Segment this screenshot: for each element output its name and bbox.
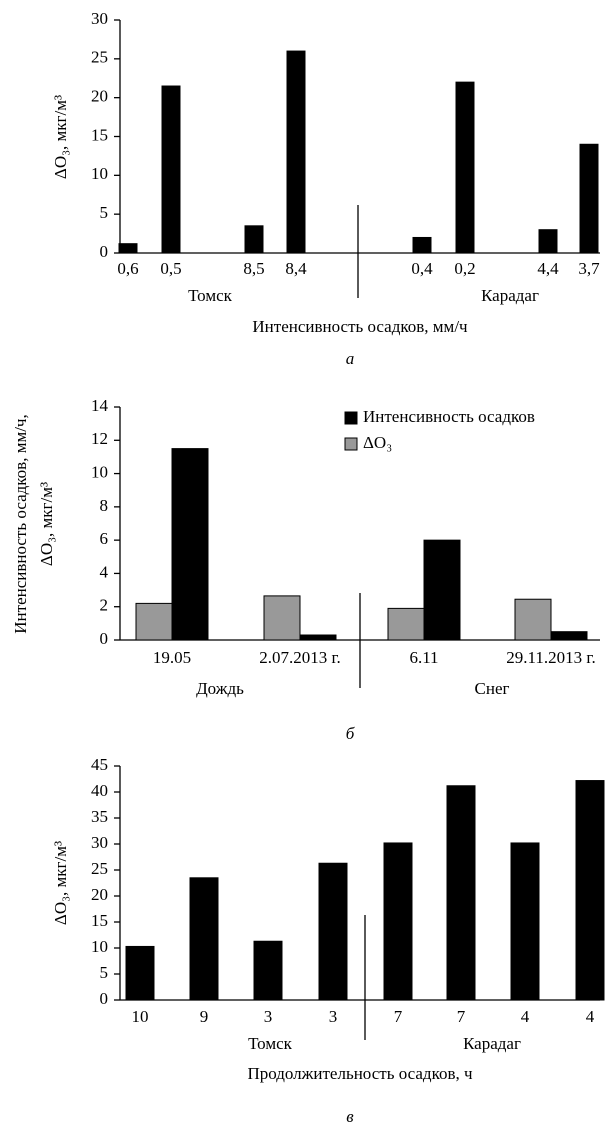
x-axis-label: Продолжительность осадков, ч	[247, 1064, 473, 1083]
bar	[125, 945, 155, 1001]
y-tick-label: 20	[91, 87, 108, 106]
bar	[423, 539, 461, 641]
y-tick-label: 8	[100, 496, 109, 515]
x-tick-label: 7	[457, 1007, 466, 1026]
bar	[118, 243, 138, 254]
y-tick-label: 2	[100, 596, 109, 615]
x-tick-label: 4,4	[537, 259, 559, 278]
y-tick-label: 14	[91, 396, 109, 415]
bar	[161, 85, 181, 254]
bar	[455, 81, 475, 254]
bar	[299, 634, 337, 641]
y-tick-label: 5	[100, 203, 109, 222]
x-tick-label: 6.11	[409, 648, 438, 667]
y-tick-label: 10	[91, 462, 108, 481]
x-tick-label: 2.07.2013 г.	[259, 648, 341, 667]
y-tick-label: 35	[91, 807, 108, 826]
group-label: Снег	[475, 679, 510, 698]
legend-swatch	[344, 411, 358, 425]
x-tick-label: 3,7	[578, 259, 600, 278]
y-tick-label: 20	[91, 885, 108, 904]
y-tick-label: 10	[91, 937, 108, 956]
legend-swatch	[344, 437, 358, 451]
y-tick-label: 45	[91, 755, 108, 774]
y-tick-label: 6	[100, 529, 109, 548]
x-tick-label: 8,4	[285, 259, 307, 278]
x-tick-label: 8,5	[243, 259, 264, 278]
y-tick-label: 25	[91, 48, 108, 67]
group-label: Томск	[188, 286, 233, 305]
bar	[263, 595, 301, 641]
bar	[244, 225, 264, 254]
bar	[253, 940, 283, 1001]
bar	[412, 236, 432, 254]
group-label: Томск	[248, 1034, 293, 1053]
panel-label: в	[346, 1107, 354, 1126]
x-axis-label: Интенсивность осадков, мм/ч	[252, 317, 468, 336]
x-tick-label: 0,4	[411, 259, 433, 278]
x-tick-label: 3	[264, 1007, 273, 1026]
x-tick-label: 0,2	[454, 259, 475, 278]
bar	[579, 143, 599, 254]
bar	[514, 598, 552, 641]
y-tick-label: 15	[91, 911, 108, 930]
y-tick-label: 5	[100, 963, 109, 982]
bar	[189, 877, 219, 1001]
bar	[446, 785, 476, 1001]
x-tick-label: 4	[586, 1007, 595, 1026]
panel-label: б	[346, 724, 355, 743]
bar	[387, 607, 425, 641]
y-axis-label: ΔO₃, мкг/м³	[51, 95, 70, 179]
x-tick-label: 3	[329, 1007, 338, 1026]
x-tick-label: 0,6	[117, 259, 138, 278]
bar	[510, 842, 540, 1001]
y-tick-label: 0	[100, 989, 109, 1008]
y-axis-label: ΔO₃, мкг/м³	[51, 841, 70, 925]
x-tick-label: 29.11.2013 г.	[506, 648, 595, 667]
bar	[550, 631, 588, 641]
x-tick-label: 9	[200, 1007, 209, 1026]
group-label: Карадаг	[481, 286, 539, 305]
y-tick-label: 0	[100, 629, 109, 648]
bar	[286, 50, 306, 254]
group-label: Карадаг	[463, 1034, 521, 1053]
x-tick-label: 4	[521, 1007, 530, 1026]
y-axis-label: Интенсивность осадков, мм/ч,	[11, 414, 30, 633]
bar	[135, 602, 173, 641]
x-tick-label: 7	[394, 1007, 403, 1026]
y-tick-label: 10	[91, 164, 108, 183]
x-tick-label: 19.05	[153, 648, 191, 667]
y-tick-label: 12	[91, 429, 108, 448]
legend-label: ΔO₃	[363, 433, 392, 452]
y-tick-label: 15	[91, 125, 108, 144]
y-tick-label: 30	[91, 833, 108, 852]
bar	[318, 862, 348, 1001]
bar	[575, 780, 605, 1001]
bar	[171, 448, 209, 641]
y-tick-label: 4	[100, 562, 109, 581]
group-label: Дождь	[196, 679, 244, 698]
panel-label: а	[346, 349, 355, 368]
bar	[383, 842, 413, 1001]
bar	[538, 229, 558, 254]
y-tick-label: 25	[91, 859, 108, 878]
y-tick-label: 30	[91, 9, 108, 28]
legend-label: Интенсивность осадков	[363, 407, 535, 426]
y-axis-label: ΔO₃, мкг/м³	[37, 482, 56, 566]
x-tick-label: 0,5	[160, 259, 181, 278]
x-tick-label: 10	[132, 1007, 149, 1026]
y-tick-label: 0	[100, 242, 109, 261]
y-tick-label: 40	[91, 781, 108, 800]
